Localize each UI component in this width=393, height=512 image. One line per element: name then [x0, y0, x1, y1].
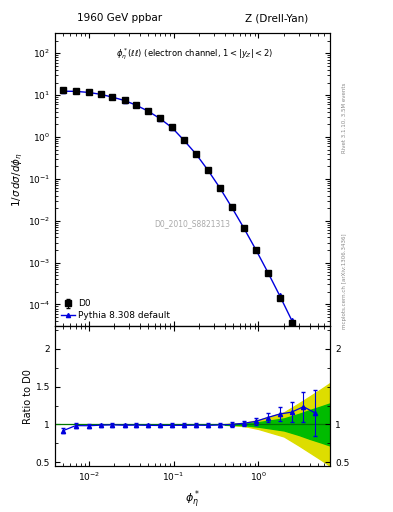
- Pythia 8.308 default: [301, 343, 306, 349]
- X-axis label: $\phi_\eta^*$: $\phi_\eta^*$: [185, 489, 200, 511]
- Pythia 8.308 default: [169, 124, 174, 131]
- Pythia 8.308 default: [289, 317, 294, 323]
- Pythia 8.308 default: [241, 225, 246, 231]
- Text: 1960 GeV ppbar: 1960 GeV ppbar: [77, 13, 162, 23]
- Pythia 8.308 default: [146, 108, 151, 114]
- Pythia 8.308 default: [277, 292, 282, 298]
- Pythia 8.308 default: [61, 88, 66, 94]
- Pythia 8.308 default: [265, 269, 270, 275]
- Text: mcplots.cern.ch [arXiv:1306.3436]: mcplots.cern.ch [arXiv:1306.3436]: [342, 234, 347, 329]
- Pythia 8.308 default: [86, 90, 91, 96]
- Text: Rivet 3.1.10, 3.5M events: Rivet 3.1.10, 3.5M events: [342, 82, 347, 153]
- Text: Z (Drell-Yan): Z (Drell-Yan): [245, 13, 308, 23]
- Text: $\phi_\eta^*(\ell\ell)$ (electron channel, $1 < |y_Z| < 2$): $\phi_\eta^*(\ell\ell)$ (electron channe…: [116, 47, 273, 62]
- Line: Pythia 8.308 default: Pythia 8.308 default: [61, 89, 318, 375]
- Pythia 8.308 default: [193, 151, 198, 157]
- Pythia 8.308 default: [134, 102, 138, 108]
- Pythia 8.308 default: [110, 94, 115, 100]
- Pythia 8.308 default: [217, 185, 222, 191]
- Pythia 8.308 default: [206, 167, 210, 173]
- Pythia 8.308 default: [99, 91, 103, 97]
- Pythia 8.308 default: [73, 88, 78, 94]
- Text: D0_2010_S8821313: D0_2010_S8821313: [154, 219, 231, 228]
- Pythia 8.308 default: [313, 370, 318, 376]
- Y-axis label: Ratio to D0: Ratio to D0: [23, 369, 33, 423]
- Pythia 8.308 default: [122, 97, 127, 103]
- Legend: D0, Pythia 8.308 default: D0, Pythia 8.308 default: [59, 297, 172, 322]
- Y-axis label: $1/\sigma\,d\sigma/d\phi_\eta$: $1/\sigma\,d\sigma/d\phi_\eta$: [11, 153, 25, 207]
- Pythia 8.308 default: [158, 116, 162, 122]
- Pythia 8.308 default: [253, 246, 258, 252]
- Pythia 8.308 default: [230, 204, 234, 210]
- Pythia 8.308 default: [182, 137, 186, 143]
